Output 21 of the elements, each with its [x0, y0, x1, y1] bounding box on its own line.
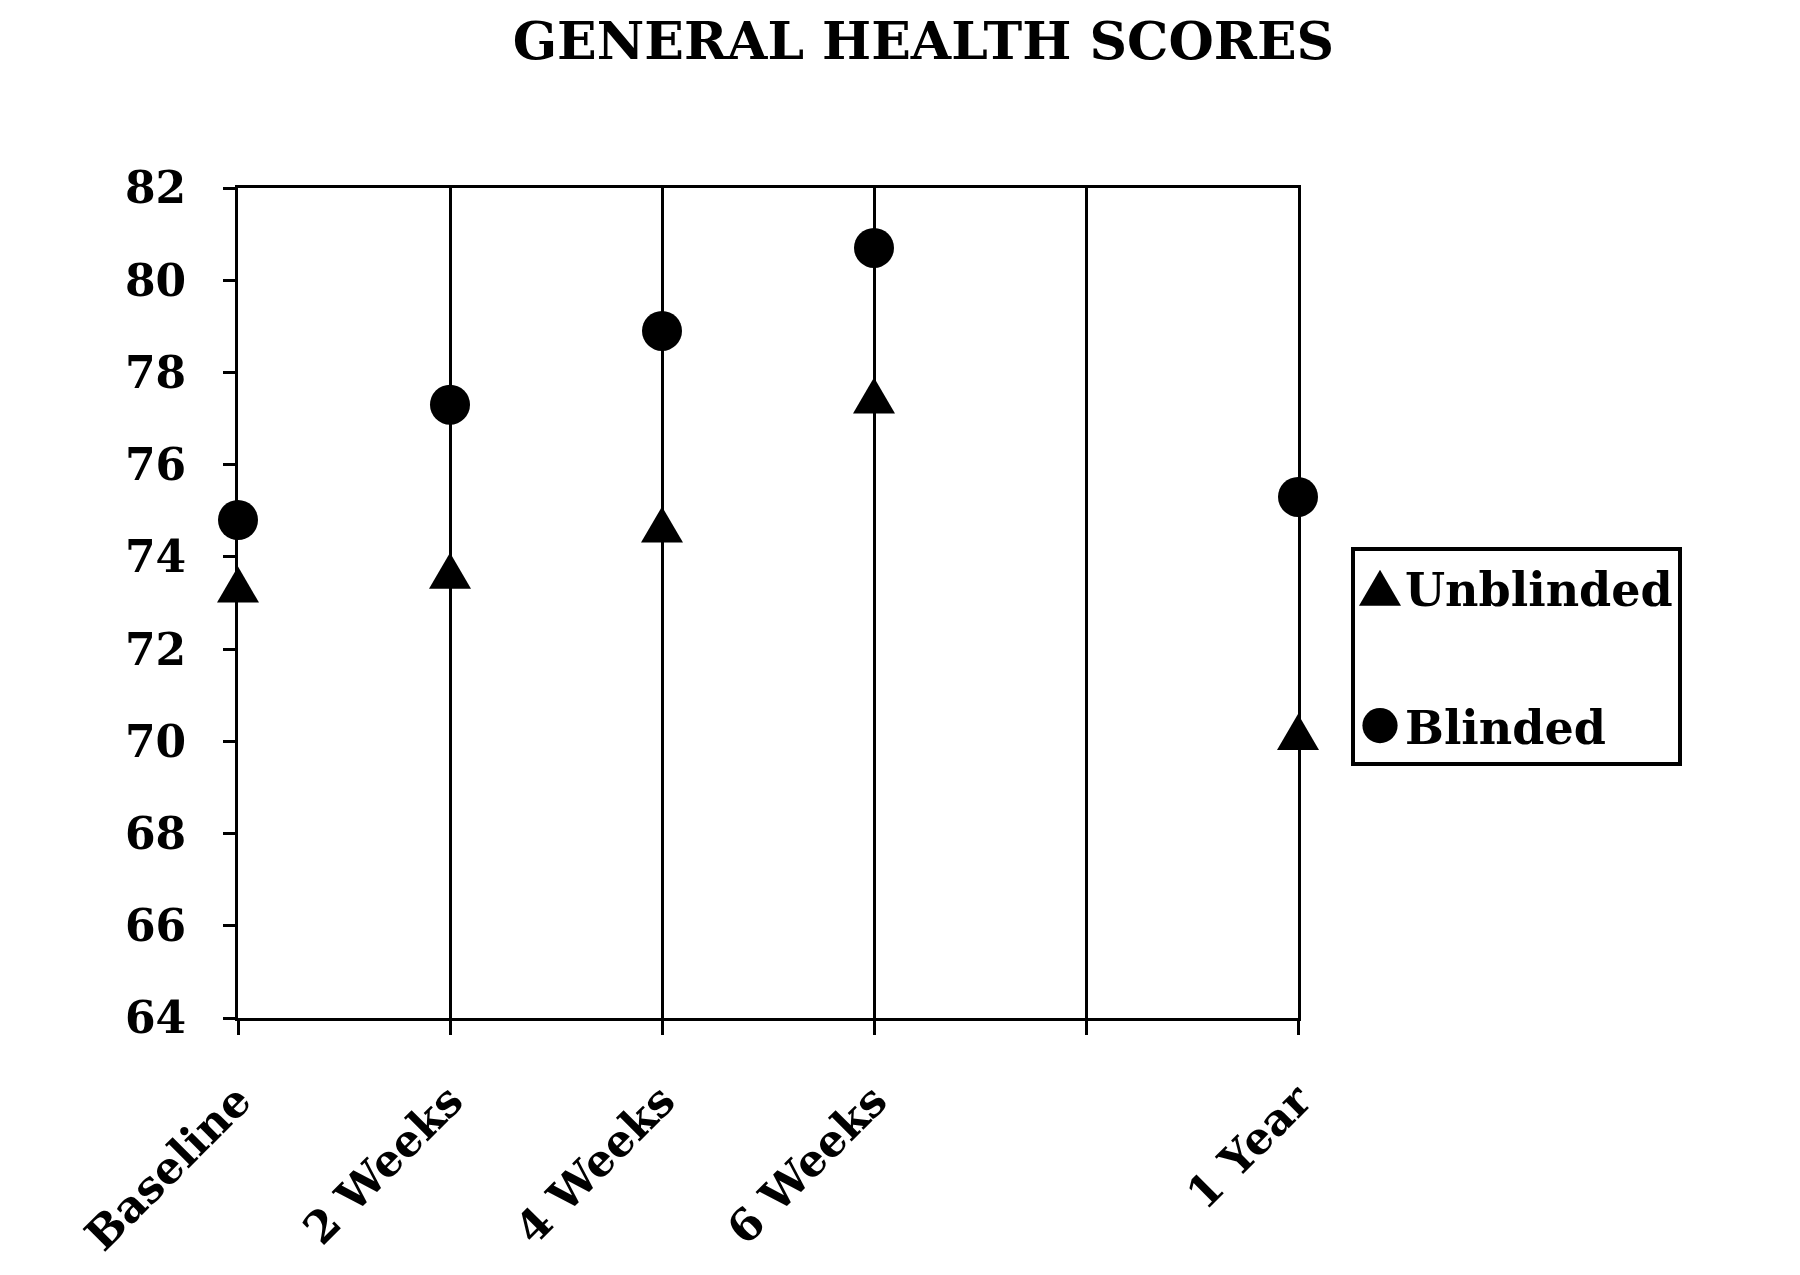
chart-title: GENERAL HEALTH SCORES — [512, 10, 1335, 71]
y-tick-label: 68 — [124, 807, 187, 859]
y-tick-label: 66 — [124, 900, 187, 952]
point — [641, 506, 683, 543]
point — [854, 227, 894, 268]
y-tick-label: 72 — [124, 623, 187, 675]
y-tick-label: 78 — [124, 346, 187, 398]
y-tick-label: 82 — [124, 162, 187, 214]
y-tick-label: 76 — [124, 439, 187, 491]
y-tick-label: 74 — [124, 531, 187, 583]
y-tick-label: 70 — [124, 715, 187, 767]
y-tick-label: 64 — [124, 992, 187, 1044]
point — [218, 500, 258, 540]
point — [642, 310, 682, 351]
point — [430, 384, 470, 425]
y-tick-label: 80 — [124, 254, 187, 306]
point — [853, 377, 895, 414]
legend-label: Unblinded — [1405, 562, 1673, 617]
legend-label: Blinded — [1405, 700, 1606, 755]
point — [429, 552, 471, 589]
point — [1278, 476, 1318, 517]
